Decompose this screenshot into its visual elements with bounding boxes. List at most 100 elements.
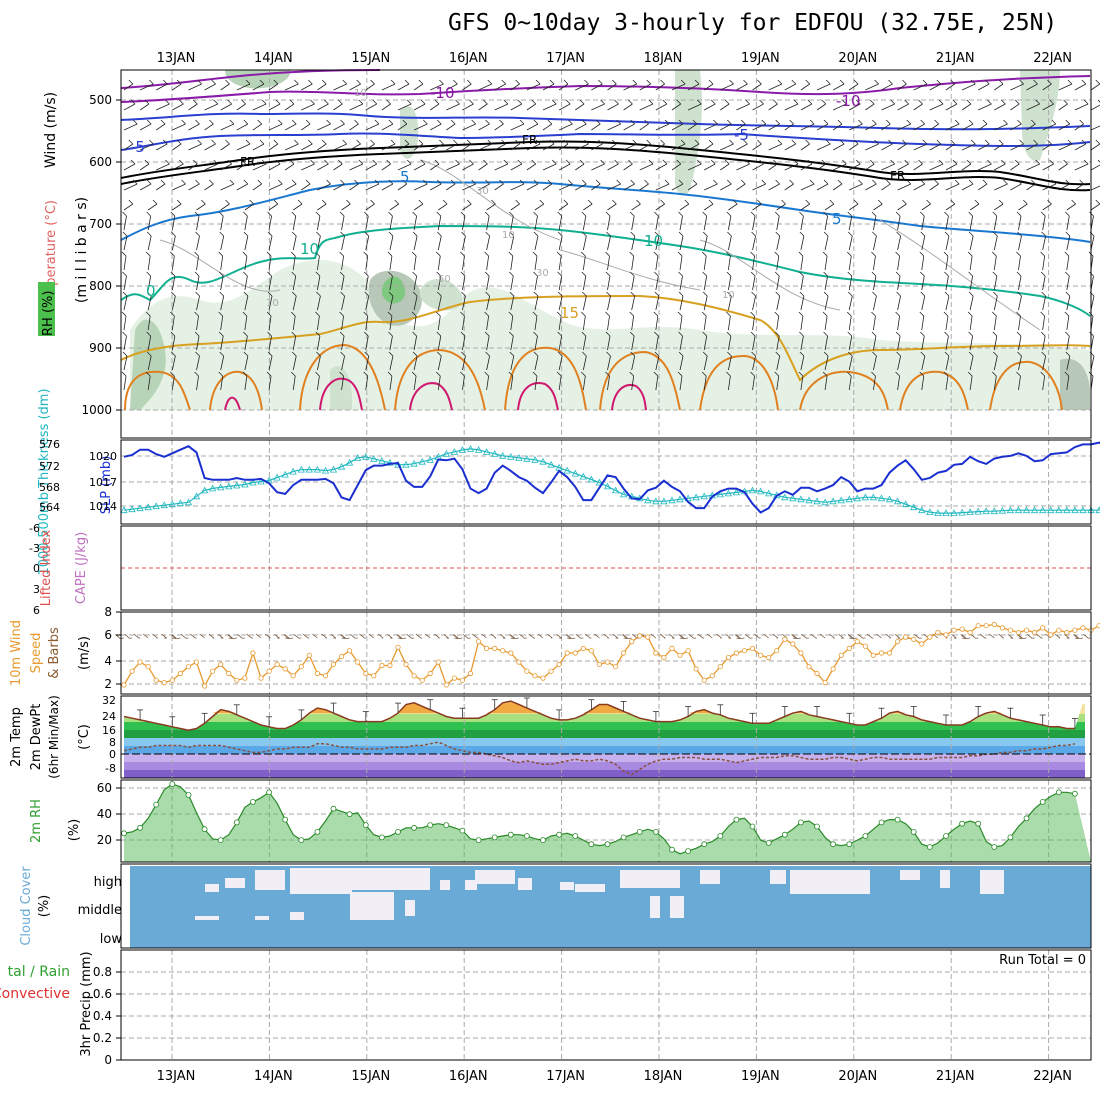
wind10m-barb xyxy=(791,634,798,639)
wind-barb xyxy=(1074,123,1084,131)
wind10m-barb xyxy=(594,633,600,639)
wind-barb xyxy=(218,251,223,257)
wind-barb xyxy=(122,331,127,337)
wind-barb xyxy=(1042,123,1057,131)
wind-barb xyxy=(284,183,297,191)
wind-barb xyxy=(1010,123,1022,131)
wind-barb xyxy=(462,143,472,151)
wind-barb xyxy=(774,331,780,337)
thickness-point xyxy=(676,495,684,503)
wind-barb xyxy=(291,351,297,357)
wind-barb xyxy=(1042,275,1046,291)
wind-barb xyxy=(220,275,224,291)
wind-barb xyxy=(858,179,863,185)
wind-barb xyxy=(728,203,738,211)
wind-barb xyxy=(387,311,393,317)
wind10m-point xyxy=(709,673,715,679)
wind-barb xyxy=(1051,179,1057,185)
wind-barb xyxy=(341,275,345,291)
wind-barb xyxy=(648,99,654,105)
wind-barb xyxy=(605,271,611,277)
wind10m-barb xyxy=(735,634,742,639)
wind10m-point xyxy=(620,650,627,656)
wind10m-point xyxy=(733,650,740,656)
thickness-point xyxy=(507,452,515,460)
thickness-point xyxy=(885,495,894,503)
wind-barb xyxy=(595,179,601,185)
thickness-point xyxy=(990,507,998,515)
rh2m-point xyxy=(185,792,192,798)
wind-barb xyxy=(430,83,444,91)
wind-barb xyxy=(994,203,1004,211)
wind-barb xyxy=(381,123,394,131)
wind-barb xyxy=(631,235,636,251)
wind-barb xyxy=(494,143,506,151)
wind10m-point xyxy=(1064,629,1070,636)
wind-barb xyxy=(315,271,321,277)
wind10m-barb xyxy=(368,633,375,639)
wind-barb xyxy=(268,295,273,311)
rh2m-point xyxy=(862,833,869,839)
wind10m-point xyxy=(1072,627,1078,633)
wind-barb xyxy=(623,123,635,131)
thickness-point xyxy=(918,506,926,514)
wind-barb xyxy=(437,295,442,311)
wind10m-point xyxy=(548,668,554,674)
wind-barb xyxy=(252,143,265,151)
wind-barb xyxy=(526,83,541,91)
wind-barb xyxy=(768,143,783,151)
wind10m-barb xyxy=(998,633,1004,639)
thickness-point xyxy=(539,457,547,465)
thickness-point xyxy=(716,490,724,498)
wind-barb xyxy=(508,311,514,317)
wind-barb xyxy=(123,235,128,251)
wind-barb xyxy=(389,255,393,271)
wind-barb xyxy=(1063,159,1068,165)
wind-barb xyxy=(494,83,506,91)
wind-barb xyxy=(315,251,320,257)
wind-barb xyxy=(542,143,555,151)
wind-barb xyxy=(533,351,539,357)
wind10m-barb xyxy=(359,633,365,639)
wind-barb xyxy=(413,183,428,191)
thickness-point xyxy=(700,492,708,500)
rh2m-point xyxy=(556,831,562,838)
cloud-gap xyxy=(560,882,574,890)
thickness-point xyxy=(289,467,297,475)
wind-barb xyxy=(992,251,997,257)
wind10m-barb xyxy=(171,634,177,639)
wind-barb xyxy=(632,139,638,145)
wind-barb xyxy=(623,83,637,91)
wind-barb xyxy=(356,139,361,145)
wind-barb xyxy=(897,215,901,231)
thickness-point xyxy=(813,497,821,505)
wind-barb xyxy=(397,183,408,191)
wind-barb xyxy=(310,99,315,105)
wind-barb xyxy=(582,351,587,357)
wind-barb xyxy=(607,163,619,171)
wind-barb xyxy=(315,211,321,217)
wind-barb xyxy=(291,119,297,125)
wind-barb xyxy=(750,311,755,317)
wind10m-point xyxy=(395,644,401,650)
wind-barb xyxy=(865,123,877,131)
rh2m-point xyxy=(201,826,208,833)
wind-barb xyxy=(825,79,831,85)
wind-barb xyxy=(773,159,778,165)
wind-barb xyxy=(558,183,573,191)
wind-barb xyxy=(462,295,466,311)
wind-barb xyxy=(921,215,925,231)
wind-barb xyxy=(591,103,605,111)
wind10m-point xyxy=(338,653,345,660)
wind10m-point xyxy=(701,677,707,683)
wind-barb xyxy=(1090,185,1100,191)
wind-barb xyxy=(745,159,750,165)
thickness-point xyxy=(531,455,539,463)
wind-barb xyxy=(655,203,665,211)
wind-barb xyxy=(292,215,297,231)
wind-barb xyxy=(655,83,665,91)
wind-barb xyxy=(147,215,152,231)
wind10m-barb xyxy=(509,634,516,639)
wind-barb xyxy=(598,139,603,145)
thickness-point xyxy=(192,492,201,500)
